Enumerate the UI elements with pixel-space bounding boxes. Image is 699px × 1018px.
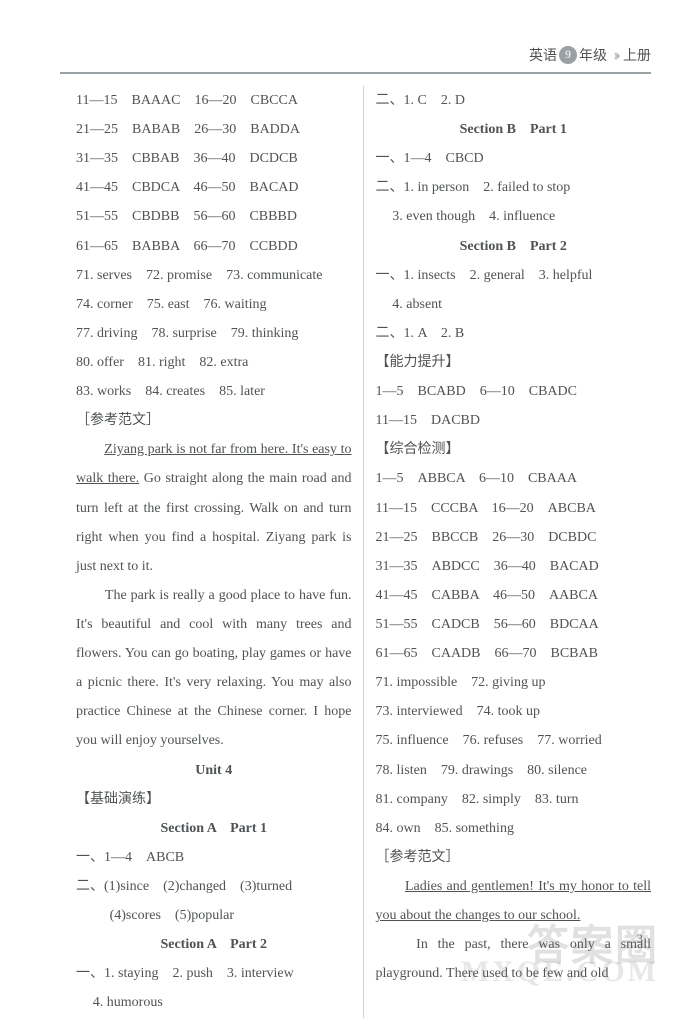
content-columns: 11—15 BAAAC 16—20 CBCCA21—25 BABAB 26—30… <box>76 86 651 943</box>
section-heading: Section A Part 1 <box>76 814 352 843</box>
text-line: 84. own 85. something <box>376 814 652 843</box>
text-line: 一、1—4 CBCD <box>376 144 652 173</box>
text-line: 77. driving 78. surprise 79. thinking <box>76 319 352 348</box>
text-line: 73. interviewed 74. took up <box>376 697 652 726</box>
text-line: 83. works 84. creates 85. later <box>76 377 352 406</box>
section-heading: Section B Part 1 <box>376 115 652 144</box>
text-line: ［参考范文］ <box>376 843 652 872</box>
text-run <box>376 879 405 894</box>
text-line: 【基础演练】 <box>76 785 352 814</box>
section-heading: Section A Part 2 <box>76 930 352 959</box>
text-line: 11—15 DACBD <box>376 406 652 435</box>
text-run: Go straight along the main road and turn… <box>76 471 352 573</box>
header-rule <box>60 72 651 74</box>
text-line: 78. listen 79. drawings 80. silence <box>376 756 652 785</box>
text-line: 81. company 82. simply 83. turn <box>376 785 652 814</box>
paragraph: Ziyang park is not far from here. It's e… <box>76 435 352 581</box>
text-line: 1—5 ABBCA 6—10 CBAAA <box>376 464 652 493</box>
text-line: 75. influence 76. refuses 77. worried <box>376 726 652 755</box>
page-header: 英语 9 年级 ›› 上册 <box>529 44 651 65</box>
text-line: 71. serves 72. promise 73. communicate <box>76 261 352 290</box>
text-line: 11—15 BAAAC 16—20 CBCCA <box>76 86 352 115</box>
text-line: 二、1. A 2. B <box>376 319 652 348</box>
text-line: 二、1. in person 2. failed to stop <box>376 173 652 202</box>
text-line: 二、(1)since (2)changed (3)turned <box>76 872 352 901</box>
text-line: 【能力提升】 <box>376 348 652 377</box>
text-line: (4)scores (5)popular <box>76 901 352 930</box>
text-line: 61—65 CAADB 66—70 BCBAB <box>376 639 652 668</box>
chevron-icon: ›› <box>613 44 617 65</box>
text-line: 3. even though 4. influence <box>376 202 652 231</box>
text-line: 80. offer 81. right 82. extra <box>76 348 352 377</box>
text-run: The park is really a good place to have … <box>76 588 352 749</box>
text-line: 【综合检测】 <box>376 435 652 464</box>
text-run <box>76 442 104 457</box>
section-heading: Unit 4 <box>76 756 352 785</box>
text-line: 31—35 ABDCC 36—40 BACAD <box>376 552 652 581</box>
text-line: 71. impossible 72. giving up <box>376 668 652 697</box>
watermark-site: MXQE.COM <box>461 955 659 989</box>
text-line: 一、1. insects 2. general 3. helpful <box>376 261 652 290</box>
text-line: 21—25 BABAB 26—30 BADDA <box>76 115 352 144</box>
text-line: 11—15 CCCBA 16—20 ABCBA <box>376 494 652 523</box>
text-line: 61—65 BABBA 66—70 CCBDD <box>76 232 352 261</box>
text-line: 51—55 CBDBB 56—60 CBBBD <box>76 202 352 231</box>
text-line: 一、1. staying 2. push 3. interview <box>76 959 352 988</box>
text-line: 4. humorous <box>76 988 352 1017</box>
text-line: 74. corner 75. east 76. waiting <box>76 290 352 319</box>
text-line: 21—25 BBCCB 26—30 DCBDC <box>376 523 652 552</box>
text-line: 41—45 CBDCA 46—50 BACAD <box>76 173 352 202</box>
grade-suffix: 年级 <box>579 45 607 65</box>
section-heading: Section B Part 2 <box>376 232 652 261</box>
grade-badge: 9 <box>559 46 577 64</box>
text-line: 一、1—4 ABCB <box>76 843 352 872</box>
text-line: 二、1. C 2. D <box>376 86 652 115</box>
paragraph: The park is really a good place to have … <box>76 581 352 756</box>
subject-label: 英语 <box>529 45 557 65</box>
text-line: 1—5 BCABD 6—10 CBADC <box>376 377 652 406</box>
text-line: ［参考范文］ <box>76 406 352 435</box>
text-line: 4. absent <box>376 290 652 319</box>
text-line: 41—45 CABBA 46—50 AABCA <box>376 581 652 610</box>
volume-label: 上册 <box>623 45 651 65</box>
text-line: 31—35 CBBAB 36—40 DCDCB <box>76 144 352 173</box>
text-line: 51—55 CADCB 56—60 BDCAA <box>376 610 652 639</box>
